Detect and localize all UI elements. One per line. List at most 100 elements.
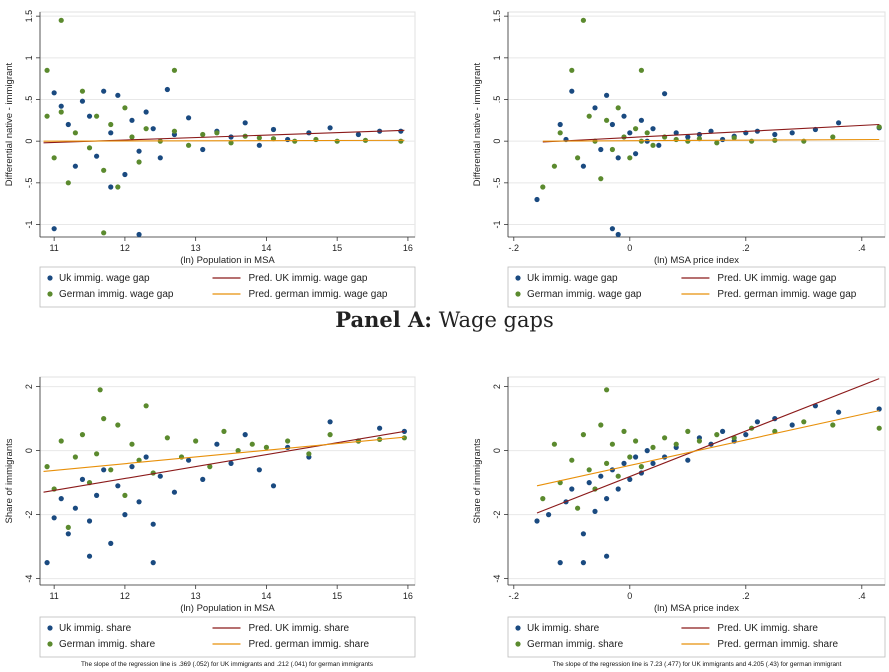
data-point [129,464,135,470]
data-point [108,540,114,547]
fit-line-german [43,436,405,472]
data-point [101,88,107,94]
data-point [86,518,93,524]
data-point [580,163,587,169]
data-point [633,438,639,444]
data-point [673,136,679,143]
data-point [51,515,57,521]
data-point [249,441,255,447]
data-point [101,416,107,422]
data-point [638,67,645,73]
data-point [720,136,726,143]
data-point [79,476,86,482]
data-point [65,180,71,186]
data-point [79,98,86,104]
data-point [743,432,749,438]
data-point [586,480,592,486]
data-point [569,457,575,463]
data-point [604,387,610,393]
chart-price_wage: -1 -.5 0 .5 1 1.5 -.2 0 .2 .4 (ln) MSA price index… [472,10,886,308]
data-point [685,457,691,463]
legend-marker-german [515,291,521,297]
data-point [377,425,383,431]
legend-label-german: German immig. share [59,639,156,650]
fit-line-uk [536,378,880,514]
y-tick-label: -1 [24,220,34,228]
data-point [86,113,93,119]
x-tick-label: 11 [49,243,58,253]
data-point [108,121,114,128]
data-point [313,136,319,143]
fit-line-german [542,138,880,142]
data-point [285,438,291,444]
data-point [263,444,270,450]
data-point [129,117,135,123]
series-german [540,387,882,511]
legend-marker-uk [47,625,53,631]
data-point [708,128,714,134]
data-point [65,121,71,128]
y-tick-label: 0 [492,139,502,144]
data-point [200,476,206,482]
data-point [101,467,107,473]
data-point [540,184,546,190]
x-tick-label: 13 [191,243,201,253]
fit-line-uk [43,430,405,493]
data-point [650,142,656,148]
data-point [185,115,192,121]
legend-label-pred-german: Pred. german immig. wage gap [717,289,856,300]
legend-label-pred-uk: Pred. UK immig. share [717,623,818,634]
data-point [604,553,610,559]
data-point [129,441,135,447]
data-point [97,387,103,393]
x-axis-label: (ln) MSA price index [654,255,739,266]
data-point [604,496,610,502]
data-point [685,428,691,434]
data-point [551,163,558,169]
data-point [772,131,778,138]
data-point [44,464,50,470]
data-point [615,105,621,111]
legend-label-german: German immig. share [527,639,624,650]
data-point [609,226,616,232]
x-tick-label: -.2 [509,243,520,253]
data-point [714,432,720,438]
data-point [540,496,546,502]
data-point [200,131,206,138]
data-point [171,128,178,134]
data-point [164,86,170,93]
legend-label-uk: Uk immig. wage gap [59,273,150,284]
x-tick-label: 15 [332,591,342,601]
fit-line-uk [542,123,880,143]
y-tick-label: .5 [492,96,502,104]
data-point [575,505,581,511]
data-point [398,128,404,134]
y-axis-label: Differential native - immigrant [4,62,15,186]
legend-label-german: German immig. wage gap [59,289,174,300]
y-tick-label: 2 [24,384,34,389]
legend-label-pred-uk: Pred. UK immig. wage gap [249,273,368,284]
data-point [551,441,558,447]
data-point [644,448,650,454]
data-point [285,444,291,450]
data-point [557,560,563,566]
data-point [615,231,621,238]
legend-label-pred-uk: Pred. UK immig. wage gap [717,273,836,284]
data-point [44,113,50,119]
data-point [171,489,178,495]
data-point [214,130,220,136]
data-point [79,432,86,438]
data-point [58,103,64,109]
data-point [108,467,114,473]
data-point [673,441,679,447]
y-tick-label: -.5 [492,178,502,189]
data-point [185,142,192,148]
y-tick-label: -1 [492,220,502,228]
data-point [136,148,142,154]
data-point [557,121,563,128]
data-point [86,145,93,151]
y-tick-label: -4 [492,575,502,583]
y-tick-label: 1 [24,55,34,60]
data-point [143,454,149,460]
data-point [644,130,650,136]
